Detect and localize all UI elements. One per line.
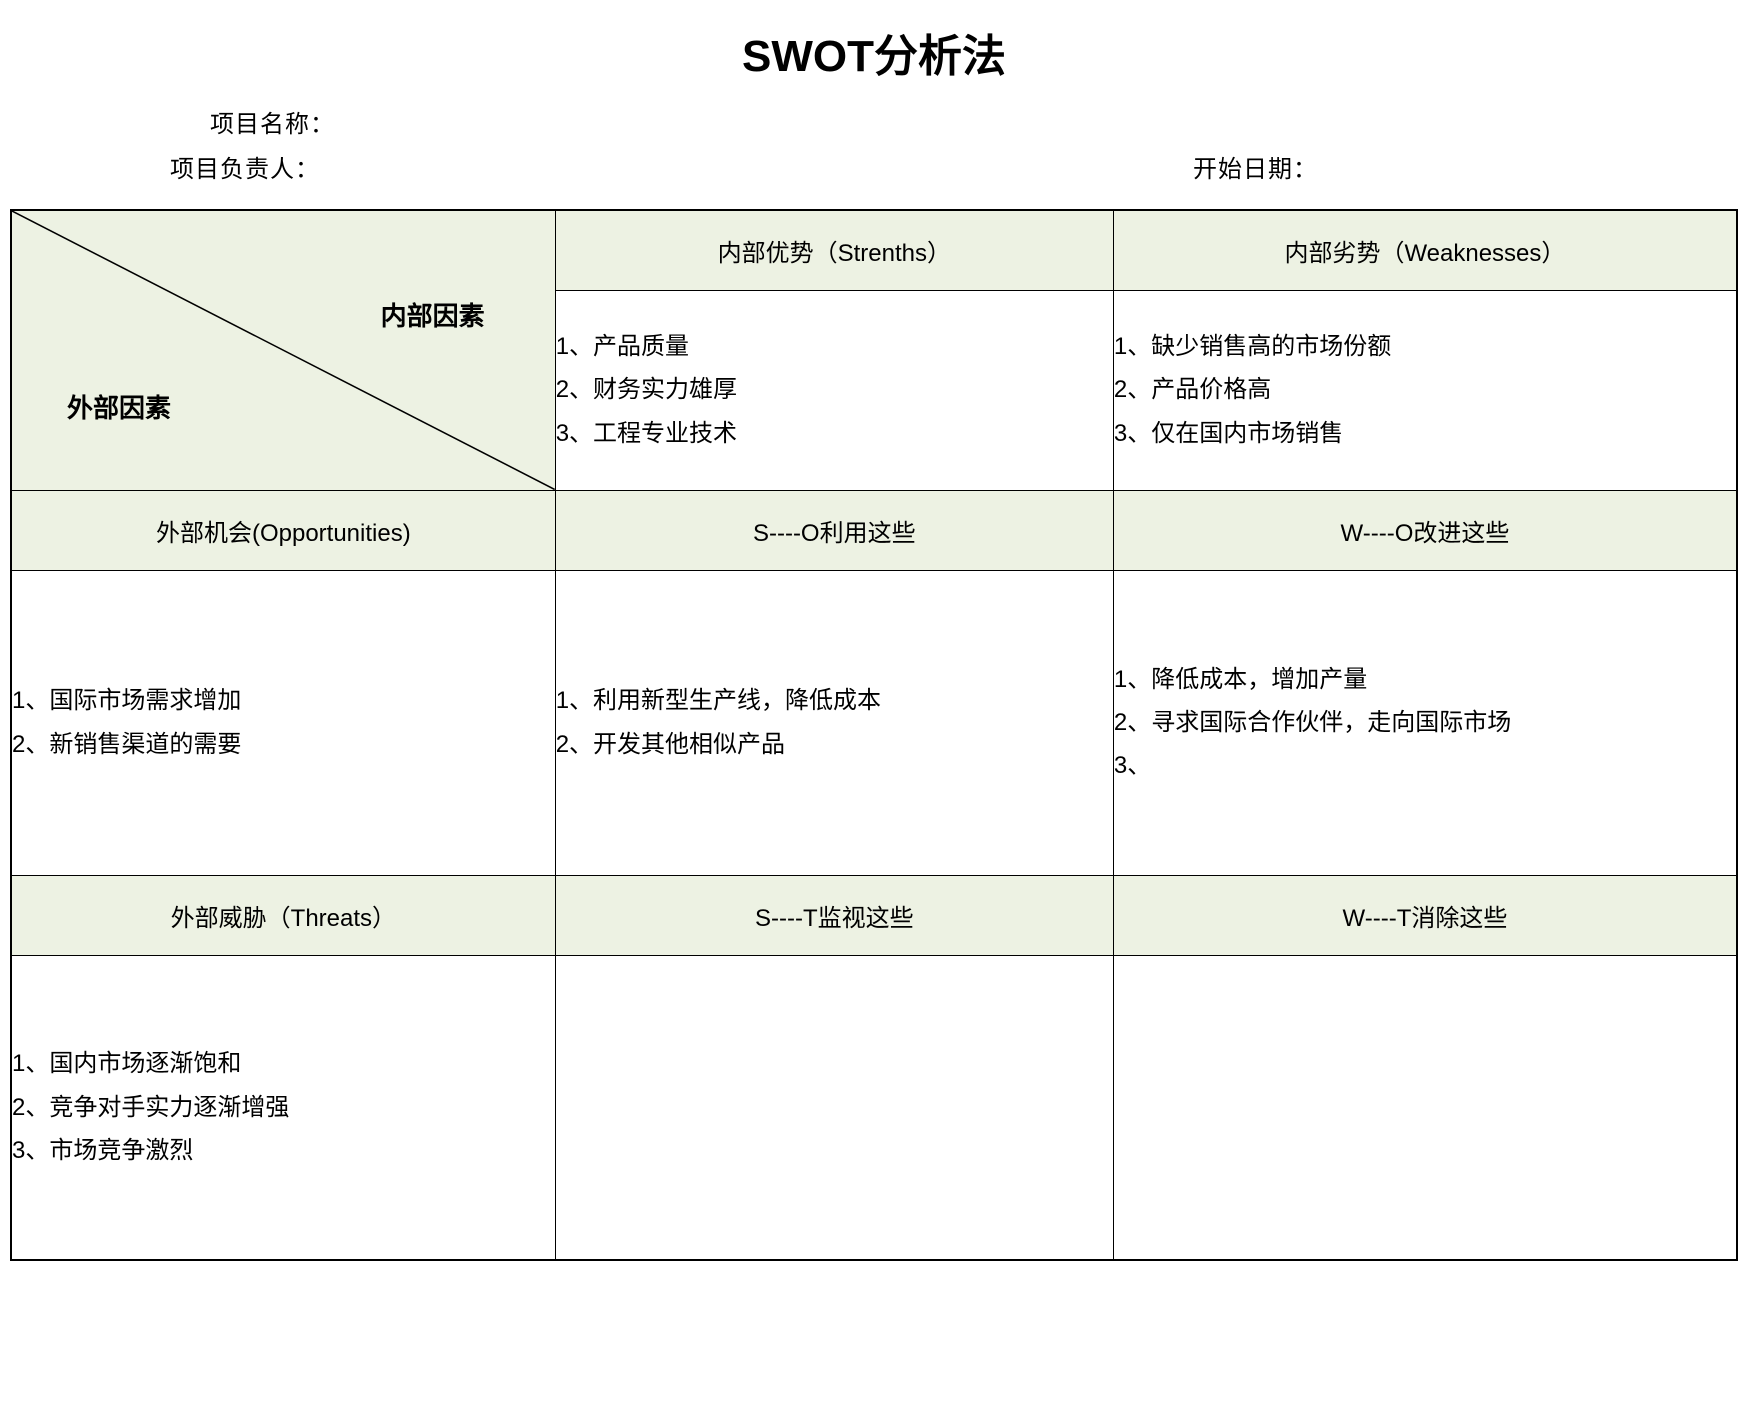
strengths-content: 1、产品质量2、财务实力雄厚3、工程专业技术 bbox=[555, 290, 1113, 490]
opportunities-header: 外部机会(Opportunities) bbox=[11, 490, 555, 570]
meta-row-1: 项目名称： bbox=[10, 104, 1738, 139]
diagonal-header-cell: 内部因素 外部因素 bbox=[11, 210, 555, 490]
weaknesses-header: 内部劣势（Weaknesses） bbox=[1113, 210, 1737, 290]
so-content: 1、利用新型生产线，降低成本2、开发其他相似产品 bbox=[555, 570, 1113, 875]
project-owner-label: 项目负责人： bbox=[170, 149, 320, 184]
swot-table: 内部因素 外部因素 内部优势（Strenths） 内部劣势（Weaknesses… bbox=[10, 209, 1738, 1261]
start-date-label: 开始日期： bbox=[1193, 149, 1318, 184]
wo-content: 1、降低成本，增加产量2、寻求国际合作伙伴，走向国际市场3、 bbox=[1113, 570, 1737, 875]
wo-header: W----O改进这些 bbox=[1113, 490, 1737, 570]
diagonal-line bbox=[12, 211, 555, 490]
strengths-header: 内部优势（Strenths） bbox=[555, 210, 1113, 290]
so-header: S----O利用这些 bbox=[555, 490, 1113, 570]
st-content bbox=[555, 955, 1113, 1260]
meta-row-2: 项目负责人： 开始日期： bbox=[10, 149, 1738, 184]
wt-header: W----T消除这些 bbox=[1113, 875, 1737, 955]
threats-content: 1、国内市场逐渐饱和2、竞争对手实力逐渐增强3、市场竞争激烈 bbox=[11, 955, 555, 1260]
page-title: SWOT分析法 bbox=[10, 20, 1738, 84]
external-factors-label: 外部因素 bbox=[67, 388, 171, 425]
st-header: S----T监视这些 bbox=[555, 875, 1113, 955]
threats-header: 外部威胁（Threats） bbox=[11, 875, 555, 955]
internal-factors-label: 内部因素 bbox=[381, 296, 485, 333]
wt-content bbox=[1113, 955, 1737, 1260]
weaknesses-content: 1、缺少销售高的市场份额2、产品价格高3、仅在国内市场销售 bbox=[1113, 290, 1737, 490]
project-name-label: 项目名称： bbox=[210, 104, 335, 139]
opportunities-content: 1、国际市场需求增加2、新销售渠道的需要 bbox=[11, 570, 555, 875]
